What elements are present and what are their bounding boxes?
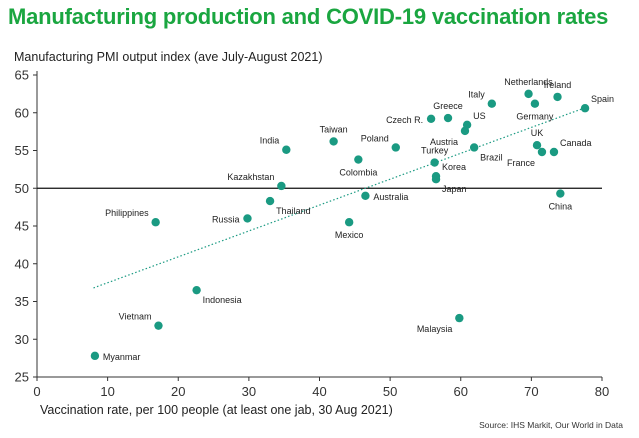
y-tick-label: 40 (15, 256, 29, 271)
point-label-czech-r-: Czech R. (386, 115, 423, 125)
x-tick-label: 50 (383, 384, 397, 399)
data-point-uk (532, 141, 542, 150)
point-label-indonesia: Indonesia (203, 295, 242, 305)
data-point-philippines (151, 218, 160, 227)
y-tick-label: 50 (15, 181, 29, 196)
x-tick-label: 80 (595, 384, 609, 399)
point-label-philippines: Philippines (105, 208, 149, 218)
data-point-china (556, 189, 565, 198)
data-point-taiwan (329, 137, 338, 146)
data-point-japan (431, 174, 441, 184)
data-point-ireland (553, 92, 562, 102)
point-label-italy: Italy (468, 90, 485, 100)
data-point-myanmar (90, 351, 100, 361)
data-point-thailand (265, 196, 275, 206)
x-tick-label: 0 (33, 384, 40, 399)
data-point-brazil (469, 143, 479, 152)
data-point-australia (361, 191, 370, 200)
x-tick-label: 60 (454, 384, 468, 399)
x-tick-label: 10 (100, 384, 114, 399)
x-tick-label: 70 (524, 384, 538, 399)
source-note: Source: IHS Markit, Our World in Data (479, 420, 623, 430)
data-point-colombia (354, 155, 363, 164)
x-axis-label: Vaccination rate, per 100 people (at lea… (40, 403, 393, 417)
point-label-spain: Spain (591, 94, 614, 104)
y-tick-label: 30 (15, 332, 29, 347)
point-label-canada: Canada (560, 138, 592, 148)
data-point-poland (391, 143, 400, 152)
data-point-indonesia (192, 285, 201, 295)
data-point-turkey (430, 158, 439, 167)
y-tick-label: 25 (15, 370, 29, 385)
point-label-turkey: Turkey (421, 146, 449, 156)
point-label-netherlands: Netherlands (504, 77, 553, 87)
point-label-greece: Greece (433, 101, 463, 111)
data-point-spain (580, 104, 590, 113)
y-tick-label: 35 (15, 294, 29, 309)
data-point-germany (530, 99, 540, 108)
point-label-malaysia: Malaysia (417, 324, 453, 334)
y-tick-label: 45 (15, 219, 29, 234)
point-label-uk: UK (531, 128, 544, 138)
point-label-vietnam: Vietnam (119, 312, 152, 322)
data-point-france (537, 147, 547, 157)
data-point-india (282, 145, 291, 154)
data-point-mexico (344, 218, 354, 227)
y-tick-label: 65 (15, 68, 29, 83)
data-point-us (462, 120, 472, 130)
point-label-taiwan: Taiwan (320, 124, 348, 134)
data-point-netherlands (524, 89, 533, 99)
point-label-kazakhstan: Kazakhstan (227, 172, 274, 182)
x-tick-label: 40 (312, 384, 326, 399)
point-label-germany: Germany (516, 112, 554, 122)
x-tick-label: 20 (171, 384, 185, 399)
point-label-china: China (549, 202, 573, 212)
x-tick-label: 30 (242, 384, 256, 399)
point-labels-layer: Myanmar Vietnam Philippines Indonesia Russia… (103, 77, 614, 362)
trendline-layer (93, 106, 589, 289)
data-point-czech-r- (426, 114, 436, 123)
point-label-india: India (260, 136, 280, 146)
data-point-russia (243, 214, 252, 223)
point-label-mexico: Mexico (335, 230, 364, 240)
y-axis-label: Manufacturing PMI output index (ave July… (14, 50, 323, 64)
data-point-kazakhstan (277, 181, 286, 191)
point-label-myanmar: Myanmar (103, 352, 141, 362)
points-layer (90, 89, 590, 361)
point-label-austria: Austria (430, 137, 458, 147)
point-label-korea: Korea (442, 162, 466, 172)
point-label-brazil: Brazil (480, 152, 503, 162)
point-label-us: US (473, 111, 486, 121)
axes: 25 30 35 40 45 50 55 60 65 0 10 20 30 40 50 60 70 80 (15, 68, 610, 400)
chart-title: Manufacturing production and COVID-19 va… (8, 4, 609, 29)
y-tick-label: 60 (15, 105, 29, 120)
data-point-italy (487, 99, 497, 108)
data-point-canada (549, 147, 559, 157)
data-point-greece (443, 113, 453, 123)
point-label-colombia: Colombia (339, 168, 377, 178)
point-label-australia: Australia (373, 192, 408, 202)
point-label-russia: Russia (212, 214, 240, 224)
data-point-vietnam (154, 321, 163, 330)
y-tick-label: 55 (15, 143, 29, 158)
point-label-japan: Japan (442, 184, 467, 194)
data-point-malaysia (455, 313, 464, 323)
point-label-france: France (507, 158, 535, 168)
point-label-thailand: Thailand (276, 206, 311, 216)
trendline (93, 106, 589, 289)
point-label-ireland: Ireland (544, 80, 572, 90)
point-label-poland: Poland (361, 133, 389, 143)
